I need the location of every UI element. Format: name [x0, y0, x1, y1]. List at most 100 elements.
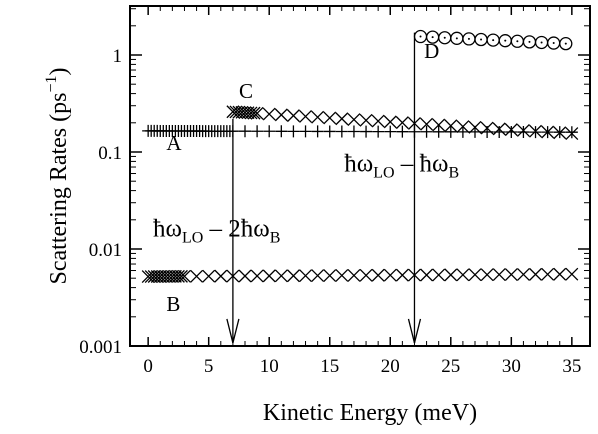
data-point	[286, 269, 300, 283]
data-point	[371, 268, 385, 282]
data-point	[395, 116, 409, 130]
data-point	[420, 268, 434, 282]
curve-label-b: B	[166, 292, 180, 316]
data-point	[565, 127, 579, 140]
data-point	[274, 108, 288, 122]
data-point	[299, 125, 312, 138]
x-tick-label: 30	[502, 356, 521, 377]
data-point	[480, 268, 494, 282]
data-point	[147, 270, 161, 283]
data-point	[250, 269, 264, 283]
data-point	[456, 120, 470, 133]
data-point-center	[419, 35, 422, 38]
data-point	[144, 270, 158, 283]
data-point	[456, 125, 469, 138]
curve-label-a: A	[166, 131, 182, 155]
data-point	[311, 269, 325, 283]
data-point	[565, 126, 578, 139]
data-point	[244, 106, 258, 120]
data-point	[517, 126, 530, 139]
data-point	[178, 269, 191, 283]
data-point	[456, 268, 470, 282]
data-point	[286, 109, 300, 123]
curve-label-c: C	[239, 79, 253, 103]
axes: 0 5 10 15 20 25 30 35 0.001 0.01 0.1 1	[79, 5, 591, 377]
data-point	[323, 125, 336, 138]
annotation-subscript: LO	[182, 229, 203, 246]
data-point	[504, 268, 518, 281]
data-point	[383, 268, 397, 282]
data-point	[383, 115, 397, 129]
data-point	[150, 270, 164, 283]
data-point	[153, 270, 167, 283]
data-point	[516, 267, 530, 281]
data-point	[492, 122, 506, 136]
data-point	[432, 125, 445, 138]
data-point-center	[540, 41, 543, 44]
data-point	[553, 126, 567, 140]
data-point	[238, 269, 252, 283]
data-point-center	[516, 40, 519, 43]
y-axis-title-main: Scattering Rates (ps	[46, 93, 72, 285]
data-point	[247, 106, 261, 120]
data-point-center	[443, 36, 446, 39]
y-tick-label: 0.001	[79, 337, 122, 358]
data-marks	[141, 29, 579, 344]
transition-arrow-head	[226, 318, 240, 344]
x-tick-label: 35	[562, 356, 581, 377]
data-point	[335, 125, 348, 138]
data-point	[335, 269, 349, 282]
plot-frame	[129, 5, 591, 347]
data-point	[541, 125, 555, 139]
data-point	[311, 110, 325, 124]
annotation-subscript: LO	[373, 164, 394, 181]
energy-annotation: ħωLO – ħωB	[344, 150, 459, 181]
x-tick-label: 25	[441, 356, 460, 377]
data-point	[432, 118, 446, 132]
x-tick-label: 0	[143, 356, 153, 377]
data-point	[565, 267, 579, 281]
data-point	[529, 124, 542, 138]
data-point	[347, 125, 360, 138]
data-point-center	[467, 37, 470, 40]
x-axis-title: Kinetic Energy (meV)	[263, 400, 477, 426]
data-point	[541, 267, 555, 281]
data-point	[168, 269, 182, 283]
data-point	[444, 125, 457, 138]
data-point	[335, 112, 349, 126]
data-point	[214, 269, 228, 283]
data-point	[262, 107, 276, 121]
data-point-center	[564, 42, 567, 45]
data-point	[395, 268, 409, 282]
y-axis-title-close: )	[46, 68, 72, 76]
data-point	[274, 269, 288, 283]
data-point	[299, 109, 312, 123]
data-point	[480, 121, 494, 135]
data-point	[432, 268, 446, 282]
data-point-center	[528, 40, 531, 43]
energy-annotation: ħωLO – 2ħωB	[153, 215, 280, 246]
y-tick-label: 0.01	[89, 240, 122, 261]
data-point	[504, 123, 518, 137]
data-point	[239, 125, 251, 138]
data-point	[444, 119, 458, 133]
data-point	[159, 269, 173, 283]
y-tick-label: 1	[113, 46, 123, 67]
data-point	[190, 269, 204, 283]
data-point	[347, 113, 361, 126]
data-point	[141, 270, 155, 284]
data-point	[384, 125, 397, 138]
data-point	[420, 117, 434, 131]
x-tick-label: 5	[204, 356, 214, 377]
data-point-center	[504, 39, 507, 42]
data-point	[347, 268, 361, 282]
x-tick-label: 10	[260, 356, 279, 377]
data-point	[492, 268, 506, 282]
data-point	[251, 125, 264, 138]
data-point-center	[480, 38, 483, 41]
data-point	[444, 268, 458, 282]
data-point	[262, 269, 276, 283]
data-point	[359, 113, 373, 127]
data-point	[371, 114, 385, 128]
data-point	[162, 269, 176, 283]
